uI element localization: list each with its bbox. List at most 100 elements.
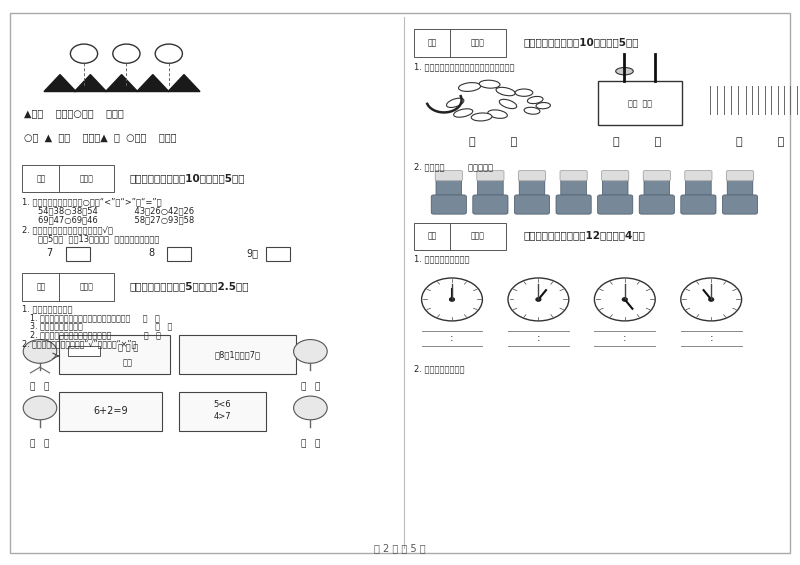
Circle shape — [594, 278, 655, 321]
FancyBboxPatch shape — [435, 171, 462, 181]
FancyBboxPatch shape — [514, 195, 550, 214]
Circle shape — [155, 44, 182, 63]
Text: 69－47○69－46              58＋27○93－58: 69－47○69－46 58＋27○93－58 — [38, 215, 194, 224]
Text: 2. 想一想，连一连。: 2. 想一想，连一连。 — [414, 364, 464, 373]
Bar — [66, 247, 90, 261]
Ellipse shape — [496, 88, 515, 95]
Circle shape — [681, 278, 742, 321]
FancyBboxPatch shape — [519, 174, 545, 200]
Text: （   ）: （ ） — [301, 439, 320, 448]
Text: :: : — [537, 333, 540, 343]
Circle shape — [508, 278, 569, 321]
Text: 评卷人: 评卷人 — [471, 38, 485, 47]
FancyBboxPatch shape — [639, 195, 674, 214]
Circle shape — [536, 298, 541, 301]
Text: ○比  ▲  少（    ）个；▲  比  ○多（    ）只；: ○比 ▲ 少（ ）个；▲ 比 ○多（ ）只； — [24, 132, 177, 142]
Ellipse shape — [616, 67, 634, 75]
FancyBboxPatch shape — [727, 174, 753, 200]
Text: 9＋: 9＋ — [246, 248, 258, 258]
Circle shape — [23, 340, 57, 363]
Bar — [414, 29, 506, 56]
Ellipse shape — [458, 82, 481, 92]
FancyBboxPatch shape — [602, 174, 628, 200]
Text: 是 长 方: 是 长 方 — [118, 343, 138, 352]
Text: 得分: 得分 — [427, 38, 437, 47]
Text: 得分: 得分 — [427, 232, 437, 241]
Text: 四、选一选（本题冑10分，每题5分）: 四、选一选（本题冑10分，每题5分） — [130, 173, 245, 183]
Text: 1. 先计算，再比大小。在○填上“<”、“>”或“=”。: 1. 先计算，再比大小。在○填上“<”、“>”或“=”。 — [22, 197, 162, 206]
Text: 五、对与错（本题写5分，每题2.5分）: 五、对与错（本题写5分，每题2.5分） — [130, 281, 249, 292]
Text: 2. 正确选择（在正确答案的口里打√）: 2. 正确选择（在正确答案的口里打√） — [22, 225, 114, 234]
Text: 8: 8 — [148, 248, 154, 258]
Bar — [598, 81, 682, 125]
Text: 六、数一数（本题冑10分，每题5分）: 六、数一数（本题冑10分，每题5分） — [524, 37, 639, 47]
Text: 评卷人: 评卷人 — [471, 232, 485, 241]
Circle shape — [70, 44, 98, 63]
Text: ［          ］: ［ ］ — [470, 137, 518, 147]
Bar — [266, 247, 290, 261]
FancyBboxPatch shape — [722, 195, 758, 214]
FancyBboxPatch shape — [643, 171, 670, 181]
Circle shape — [23, 396, 57, 420]
Ellipse shape — [536, 102, 550, 109]
Bar — [414, 223, 506, 250]
Text: 2. 他们说的话对吗？对的打“√”，错的打“×”。: 2. 他们说的话对吗？对的打“√”，错的打“×”。 — [22, 339, 137, 348]
Bar — [22, 273, 114, 301]
FancyBboxPatch shape — [59, 335, 170, 374]
Text: 4>7: 4>7 — [214, 412, 231, 421]
Text: （   ）: （ ） — [301, 383, 320, 392]
Text: ［          ］: ［ ］ — [736, 137, 784, 147]
FancyBboxPatch shape — [436, 174, 462, 200]
Text: 1. 我会判断对与错。: 1. 我会判断对与错。 — [22, 304, 73, 313]
Text: 7: 7 — [46, 248, 53, 258]
FancyBboxPatch shape — [473, 195, 508, 214]
Text: （   ）: （ ） — [30, 383, 50, 392]
Text: :: : — [623, 333, 626, 343]
Ellipse shape — [499, 99, 517, 108]
Text: 2. 两个三角形可以拼成一个四边形。             （   ）: 2. 两个三角形可以拼成一个四边形。 （ ） — [30, 330, 162, 339]
Text: 1. 写出钟面上的时刻。: 1. 写出钟面上的时刻。 — [414, 254, 469, 263]
Text: ▲有（    ）个，○有（    ）个。: ▲有（ ）个，○有（ ）个。 — [24, 108, 124, 118]
FancyBboxPatch shape — [602, 171, 629, 181]
FancyBboxPatch shape — [560, 171, 587, 181]
FancyBboxPatch shape — [561, 174, 586, 200]
Polygon shape — [168, 75, 200, 92]
Ellipse shape — [515, 89, 533, 97]
Ellipse shape — [446, 98, 464, 107]
FancyBboxPatch shape — [59, 392, 162, 431]
Circle shape — [294, 340, 327, 363]
Text: 七、看图说话（本题冑12分，每题4分）: 七、看图说话（本题冑12分，每题4分） — [524, 231, 646, 241]
Text: 第 2 页 共 5 页: 第 2 页 共 5 页 — [374, 543, 426, 553]
Text: 形。: 形。 — [123, 358, 133, 367]
Circle shape — [709, 298, 714, 301]
FancyBboxPatch shape — [726, 171, 754, 181]
FancyBboxPatch shape — [685, 171, 712, 181]
FancyBboxPatch shape — [477, 171, 504, 181]
FancyBboxPatch shape — [686, 174, 711, 200]
Polygon shape — [106, 75, 138, 92]
FancyBboxPatch shape — [179, 392, 266, 431]
Text: 3. 长方形就是正方形。                             （   ）: 3. 长方形就是正方形。 （ ） — [30, 321, 173, 331]
Ellipse shape — [479, 80, 500, 88]
FancyBboxPatch shape — [10, 13, 790, 553]
Circle shape — [622, 298, 627, 301]
Circle shape — [450, 298, 454, 301]
FancyBboxPatch shape — [179, 335, 296, 374]
Text: 评卷人: 评卷人 — [80, 174, 94, 183]
FancyBboxPatch shape — [598, 195, 633, 214]
Bar — [22, 165, 114, 192]
Text: 1. 两个一样大的正方形可以拼成一个长方形。     （   ）: 1. 两个一样大的正方形可以拼成一个长方形。 （ ） — [30, 313, 160, 322]
Ellipse shape — [471, 113, 492, 121]
Text: 得分: 得分 — [36, 282, 46, 292]
Text: 十位  个位: 十位 个位 — [628, 99, 651, 108]
Bar — [68, 346, 100, 356]
Circle shape — [113, 44, 140, 63]
Ellipse shape — [454, 109, 473, 117]
Polygon shape — [44, 75, 76, 92]
Text: 54＋38○38＋54              43－26○42－26: 54＋38○38＋54 43－26○42－26 — [38, 207, 194, 216]
Text: :: : — [450, 333, 454, 343]
Text: 5<6: 5<6 — [214, 400, 231, 409]
FancyBboxPatch shape — [644, 174, 670, 200]
Text: 评卷人: 评卷人 — [80, 282, 94, 292]
Bar — [167, 247, 191, 261]
